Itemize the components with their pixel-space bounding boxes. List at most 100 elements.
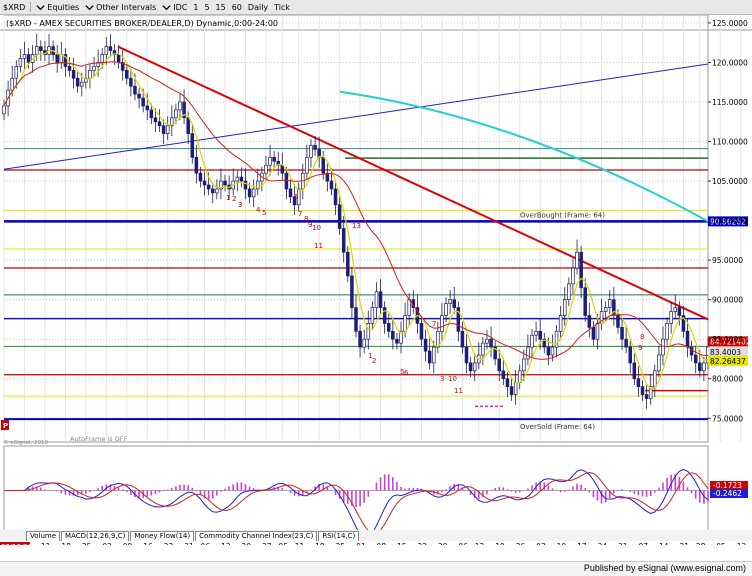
td-count-label: 1	[368, 352, 372, 360]
candle-body	[80, 81, 84, 87]
indicator-tab-3[interactable]: Commodity Channel Index(23,C)	[195, 530, 318, 541]
td-count-label: 3	[238, 201, 242, 209]
y-tick-label: 75.0000	[712, 414, 743, 423]
candle-body	[489, 338, 493, 348]
indicator-tab-4[interactable]: RSI(14,C)	[318, 530, 360, 541]
candle-body	[362, 338, 366, 348]
candle-body	[272, 156, 276, 162]
candle-body	[485, 338, 489, 344]
candle-body	[256, 180, 260, 190]
candle-body	[116, 54, 121, 63]
candle-body	[202, 180, 207, 186]
candle-body	[538, 330, 542, 340]
candle-body	[702, 362, 706, 372]
td-count-label: 3	[440, 375, 444, 383]
candle-body	[677, 307, 682, 316]
candle-body	[452, 299, 456, 308]
candle-body	[579, 251, 583, 289]
candle-body	[546, 346, 551, 356]
candle-body	[129, 77, 133, 87]
equities-menu[interactable]: Equities	[33, 1, 82, 13]
x-tick-label: 01	[356, 542, 366, 545]
candle-body	[595, 323, 600, 340]
interval-button-60[interactable]: 60	[229, 1, 245, 13]
chevron-down-icon	[36, 4, 45, 10]
x-tick-label: 05	[278, 542, 288, 545]
x-tick-label: 12	[737, 542, 747, 545]
candle-body	[325, 172, 330, 182]
interval-button-15[interactable]: 15	[213, 1, 229, 13]
macd-value-bg	[710, 489, 748, 498]
candle-body	[689, 346, 694, 356]
candle-body	[612, 299, 616, 316]
candle-body	[108, 46, 113, 51]
y-tick-label: 100.0000	[712, 217, 748, 226]
td-count-label: 8	[640, 333, 644, 341]
candle-body	[468, 362, 473, 372]
candle-body	[391, 330, 395, 340]
candle-body	[239, 176, 244, 182]
x-tick-label: 12	[475, 542, 485, 545]
candle-body	[571, 267, 575, 285]
oversold-annotation: OverSold (Frame: 64)	[520, 423, 595, 431]
candle-body	[137, 93, 141, 99]
symbol-label: $XRD	[3, 2, 26, 12]
macd-value-bg	[710, 481, 748, 490]
chevron-down-icon	[162, 4, 171, 10]
interval-button-5[interactable]: 5	[201, 1, 212, 13]
candle-body	[399, 330, 403, 344]
candle-body	[309, 145, 313, 158]
indicator-tab-2[interactable]: Money Flow(14)	[130, 530, 195, 541]
candle-body	[313, 145, 317, 150]
candle-body	[640, 386, 645, 395]
candle-body	[644, 394, 649, 399]
candle-body	[305, 156, 309, 174]
candle-body	[681, 315, 686, 332]
x-tick-label: 20	[241, 542, 251, 545]
other-intervals-menu[interactable]: Other Intervals	[82, 1, 159, 13]
interval-button-daily[interactable]: Daily	[245, 1, 271, 13]
x-tick-label: 09	[123, 542, 133, 545]
interval-button-tick[interactable]: Tick	[271, 1, 293, 13]
candle-body	[96, 62, 100, 67]
price-marker-label: 83.4003	[710, 348, 741, 357]
candle-body	[350, 275, 354, 308]
interval-label: 1	[193, 2, 199, 12]
footer: Published by eSignal (www.esignal.com)	[0, 561, 752, 576]
td-count-label: 10	[448, 375, 457, 383]
interval-button-idc[interactable]: IDC	[159, 1, 190, 13]
symbol-field[interactable]: $XRD	[0, 1, 28, 13]
candle-body	[26, 54, 31, 63]
y-tick-label: 125.0000	[712, 19, 748, 28]
candle-body	[534, 330, 538, 336]
td-count-label: 5	[262, 209, 266, 217]
candle-body	[276, 160, 280, 166]
indicator-tab-0[interactable]: Volume	[26, 530, 61, 541]
indicator-tab-1[interactable]: MACD(12,26,9,C)	[61, 530, 130, 541]
candle-body	[141, 97, 145, 107]
candle-body	[432, 346, 436, 364]
x-tick-label: 19	[495, 542, 505, 545]
x-tick-label: 21	[679, 542, 689, 545]
td-count-label: 9	[638, 344, 642, 352]
td-count-label: 4	[256, 206, 261, 214]
candle-body	[366, 323, 371, 340]
candle-body	[145, 105, 150, 111]
x-tick-label: 03	[536, 542, 546, 545]
candle-body	[210, 188, 215, 194]
interval-label: Tick	[274, 2, 291, 12]
td-count-label: 10	[312, 224, 321, 232]
candle-body	[505, 378, 510, 387]
candle-body	[591, 326, 596, 340]
x-tick-label: 17	[577, 542, 587, 545]
price-marker-bg	[708, 355, 748, 366]
x-tick-label: 11	[41, 542, 51, 545]
candle-body	[182, 101, 186, 119]
interval-button-1[interactable]: 1	[190, 1, 201, 13]
candle-body	[333, 188, 338, 206]
candle-body	[526, 346, 530, 360]
candle-body	[575, 251, 579, 269]
price-marker-bg	[708, 346, 748, 357]
candle-body	[337, 204, 342, 229]
